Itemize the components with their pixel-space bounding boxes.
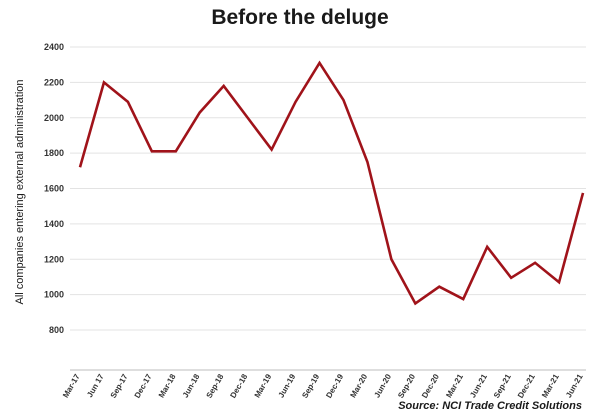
series-line <box>78 60 585 306</box>
x-tick-label: Dec-21 <box>516 372 537 400</box>
y-tick-label: 2400 <box>44 42 64 52</box>
x-tick-label: Sep-18 <box>205 372 226 400</box>
x-tick-label: Dec-17 <box>133 372 154 400</box>
y-tick-label: 1000 <box>44 290 64 300</box>
y-tick-label: 1200 <box>44 254 64 264</box>
y-tick-label: 1600 <box>44 184 64 194</box>
y-tick-label: 1800 <box>44 148 64 158</box>
source-note: Source: NCI Trade Credit Solutions <box>398 400 582 412</box>
x-tick-label: Mar-18 <box>157 372 178 399</box>
gridlines <box>70 46 586 331</box>
x-tick-label: Dec-20 <box>420 372 441 400</box>
x-tick-label: Dec-19 <box>324 372 345 400</box>
x-tick-label: Dec-18 <box>228 372 249 400</box>
x-tick-label: Jun 17 <box>85 372 106 399</box>
x-tick-label: Jun-18 <box>181 372 202 399</box>
x-tick-label: Sep-19 <box>300 372 321 400</box>
x-tick-label: Mar-21 <box>444 372 465 399</box>
x-tick-label: Mar-20 <box>348 372 369 399</box>
y-tick-label: 2000 <box>44 113 64 123</box>
x-tick-label: Mar-19 <box>253 372 274 399</box>
x-tick-label: Sep-17 <box>109 372 130 400</box>
x-tick-label: Sep-20 <box>396 372 417 400</box>
x-tick-labels: Mar-17 Jun 17 Sep-17 Dec-17 Mar-18 Jun-18 Sep-… <box>61 372 585 400</box>
chart-title: Before the deluge <box>211 6 389 29</box>
x-tick-label: Jun-21 <box>564 372 585 399</box>
x-tick-label: Mar-17 <box>61 372 82 399</box>
y-tick-labels: 800 1000 1200 1400 1600 1800 2000 2200 2400 <box>44 42 64 335</box>
y-tick-label: 2200 <box>44 77 64 87</box>
x-tick-label: Jun-19 <box>277 372 298 399</box>
plot-area <box>70 40 586 370</box>
x-tick-label: Mar-21 <box>540 372 561 399</box>
y-tick-label: 800 <box>49 325 64 335</box>
x-tick-label: Sep-21 <box>492 372 513 400</box>
x-tick-label: Jun-20 <box>372 372 393 399</box>
y-tick-label: 1400 <box>44 219 64 229</box>
x-tick-label: Jun-21 <box>468 372 489 399</box>
